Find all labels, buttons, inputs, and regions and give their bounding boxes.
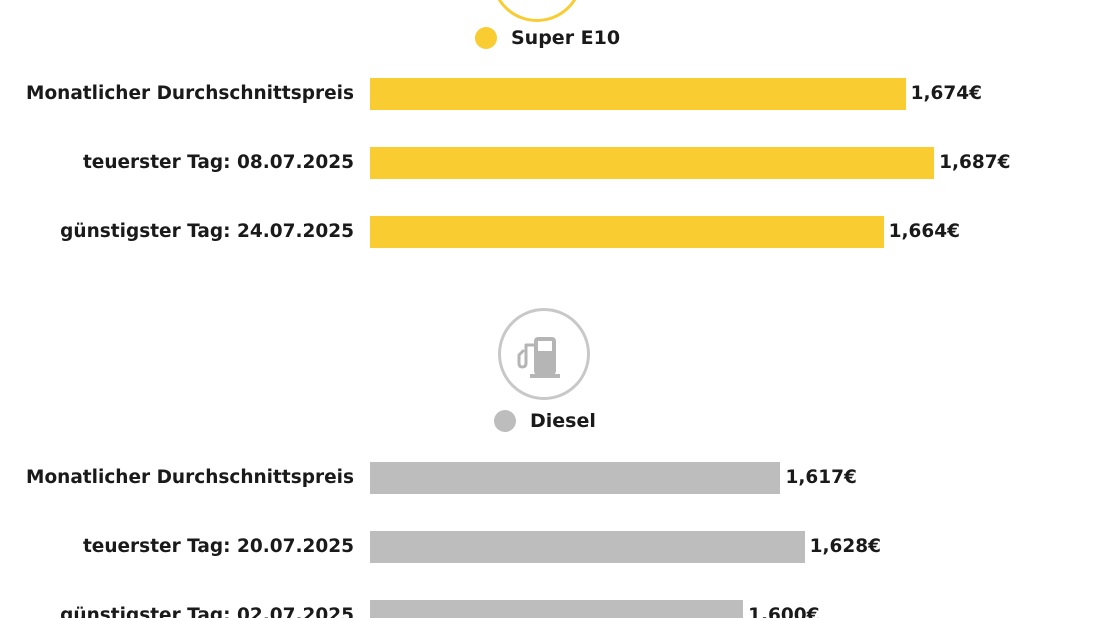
legend-swatch-diesel bbox=[494, 410, 516, 432]
value-label: 1,664€ bbox=[888, 221, 961, 242]
value-label: 1,600€ bbox=[748, 605, 820, 618]
category-label: teuerster Tag: 20.07.2025 bbox=[82, 536, 354, 557]
bar-super-e10-average bbox=[370, 78, 906, 110]
category-label: teuerster Tag: 08.07.2025 bbox=[82, 152, 354, 173]
legend-label-super-e10: Super E10 bbox=[511, 27, 621, 49]
fuel-pump-icon bbox=[491, 0, 583, 22]
legend-diesel: Diesel bbox=[494, 406, 596, 436]
legend-swatch-super-e10 bbox=[475, 27, 497, 49]
value-label: 1,617€ bbox=[785, 467, 857, 488]
value-label: 1,628€ bbox=[809, 536, 881, 557]
legend-label-diesel: Diesel bbox=[530, 410, 596, 432]
category-label: günstigster Tag: 02.07.2025 bbox=[60, 605, 354, 618]
category-label: günstigster Tag: 24.07.2025 bbox=[60, 221, 354, 242]
bar-diesel-average bbox=[370, 462, 781, 494]
bar-diesel-most-expensive-day bbox=[370, 531, 805, 563]
category-label: Monatlicher Durchschnittspreis bbox=[26, 83, 354, 104]
bar-super-e10-most-expensive-day bbox=[370, 147, 935, 179]
bar-diesel-cheapest-day bbox=[370, 600, 744, 618]
value-label: 1,687€ bbox=[939, 152, 1011, 173]
value-label: 1,674€ bbox=[910, 83, 982, 104]
bar-super-e10-cheapest-day bbox=[370, 216, 884, 248]
category-label: Monatlicher Durchschnittspreis bbox=[26, 467, 354, 488]
legend-super-e10: Super E10 bbox=[475, 23, 620, 53]
fuel-pump-glyph bbox=[517, 337, 560, 378]
fuel-pump-icon bbox=[498, 308, 590, 400]
